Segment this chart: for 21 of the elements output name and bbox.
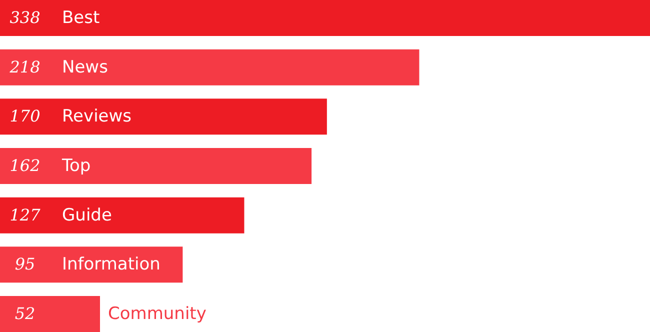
y-tick-label: Guide <box>62 205 112 226</box>
bar <box>0 98 327 135</box>
data-label: 218 <box>8 57 40 76</box>
bar <box>0 296 100 332</box>
data-label: 127 <box>10 205 42 224</box>
bar <box>0 148 312 184</box>
bar <box>0 246 183 283</box>
bar <box>0 197 244 234</box>
y-tick-label: News <box>62 57 108 78</box>
bar <box>0 49 420 86</box>
data-label: 95 <box>14 254 36 274</box>
y-tick-label: Reviews <box>62 106 132 127</box>
data-label: 170 <box>10 106 40 126</box>
data-label: 338 <box>10 8 40 28</box>
data-label: 162 <box>10 156 40 175</box>
data-label: 52 <box>14 304 36 323</box>
y-tick-label: Information <box>62 254 160 275</box>
y-tick-label: Top <box>61 156 91 176</box>
y-tick-label: Community <box>108 304 206 324</box>
bar <box>0 0 650 36</box>
y-tick-label: Best <box>62 8 100 28</box>
